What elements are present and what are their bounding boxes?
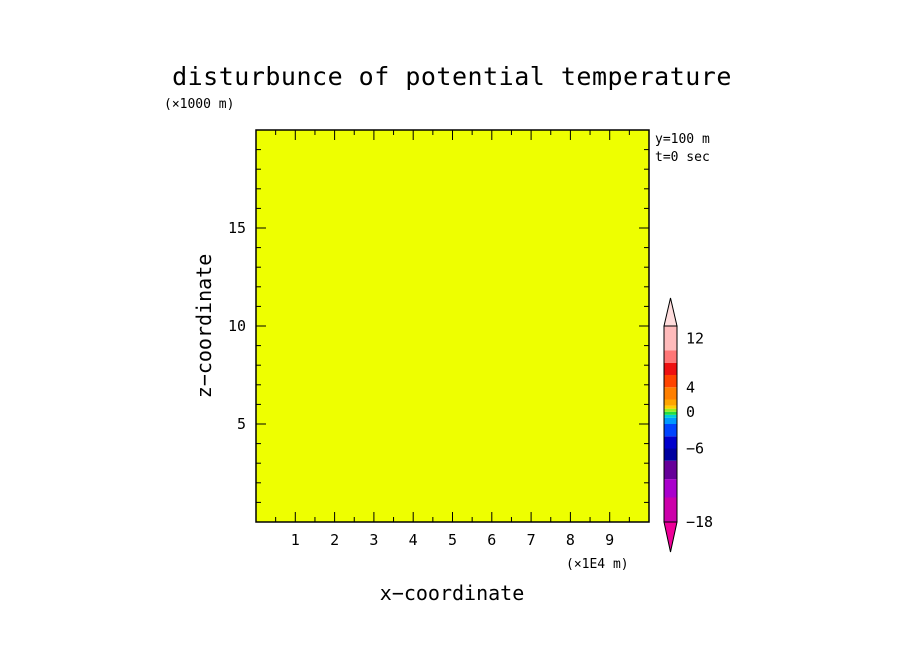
y-tick-label: 10	[228, 317, 246, 335]
colorbar-segment	[664, 326, 677, 351]
colorbar-tick-label: 12	[686, 329, 704, 347]
colorbar: 12 4 0 −6 −18	[663, 297, 713, 553]
colorbar-frame	[663, 325, 678, 523]
x-tick-label: 9	[605, 531, 614, 549]
colorbar-segment	[664, 399, 677, 406]
colorbar-segment	[664, 350, 677, 363]
colorbar-tick-label: −18	[686, 513, 713, 531]
annotation-t: t=0 sec	[655, 150, 710, 165]
colorbar-segment	[664, 436, 677, 449]
colorbar-extend-high	[663, 297, 678, 327]
x-tick-label: 7	[527, 531, 536, 549]
colorbar-extend-low	[663, 521, 678, 553]
colorbar-tick-label: 4	[686, 378, 695, 396]
colorbar-segment	[664, 448, 677, 461]
colorbar-segment	[664, 411, 677, 415]
chart-title: disturbunce of potential temperature	[172, 62, 732, 91]
y-axis-label: z−coordinate	[192, 254, 216, 399]
colorbar-segment	[664, 497, 677, 522]
colorbar-segment	[664, 387, 677, 400]
colorbar-segment	[664, 414, 677, 418]
x-tick-labels: 1 2 3 4 5 6 7 8 9	[291, 531, 614, 549]
field-fill	[256, 130, 649, 522]
colorbar-segment	[664, 362, 677, 375]
plot-frame	[255, 129, 650, 523]
colorbar-segment	[664, 408, 677, 412]
colorbar-segment	[664, 405, 677, 409]
axis-ticks	[256, 130, 649, 522]
colorbar-segment	[664, 424, 677, 437]
x-tick-label: 8	[566, 531, 575, 549]
x-tick-label: 6	[487, 531, 496, 549]
x-axis-label: x−coordinate	[380, 581, 525, 605]
colorbar-segment	[664, 479, 677, 498]
y-tick-label: 15	[228, 219, 246, 237]
x-tick-label: 1	[291, 531, 300, 549]
x-tick-label: 5	[448, 531, 457, 549]
colorbar-tick-label: 0	[686, 403, 695, 421]
x-tick-label: 3	[369, 531, 378, 549]
y-unit-label: (×1000 m)	[164, 97, 234, 112]
colorbar-segment	[664, 417, 677, 424]
x-tick-label: 2	[330, 531, 339, 549]
y-tick-label: 5	[237, 415, 246, 433]
x-tick-label: 4	[409, 531, 418, 549]
colorbar-segment	[664, 460, 677, 480]
colorbar-segment	[664, 375, 677, 388]
x-unit-label: (×1E4 m)	[566, 557, 629, 572]
y-tick-labels: 5 10 15	[228, 219, 246, 433]
annotation-y: y=100 m	[655, 132, 710, 147]
colorbar-tick-label: −6	[686, 440, 704, 458]
